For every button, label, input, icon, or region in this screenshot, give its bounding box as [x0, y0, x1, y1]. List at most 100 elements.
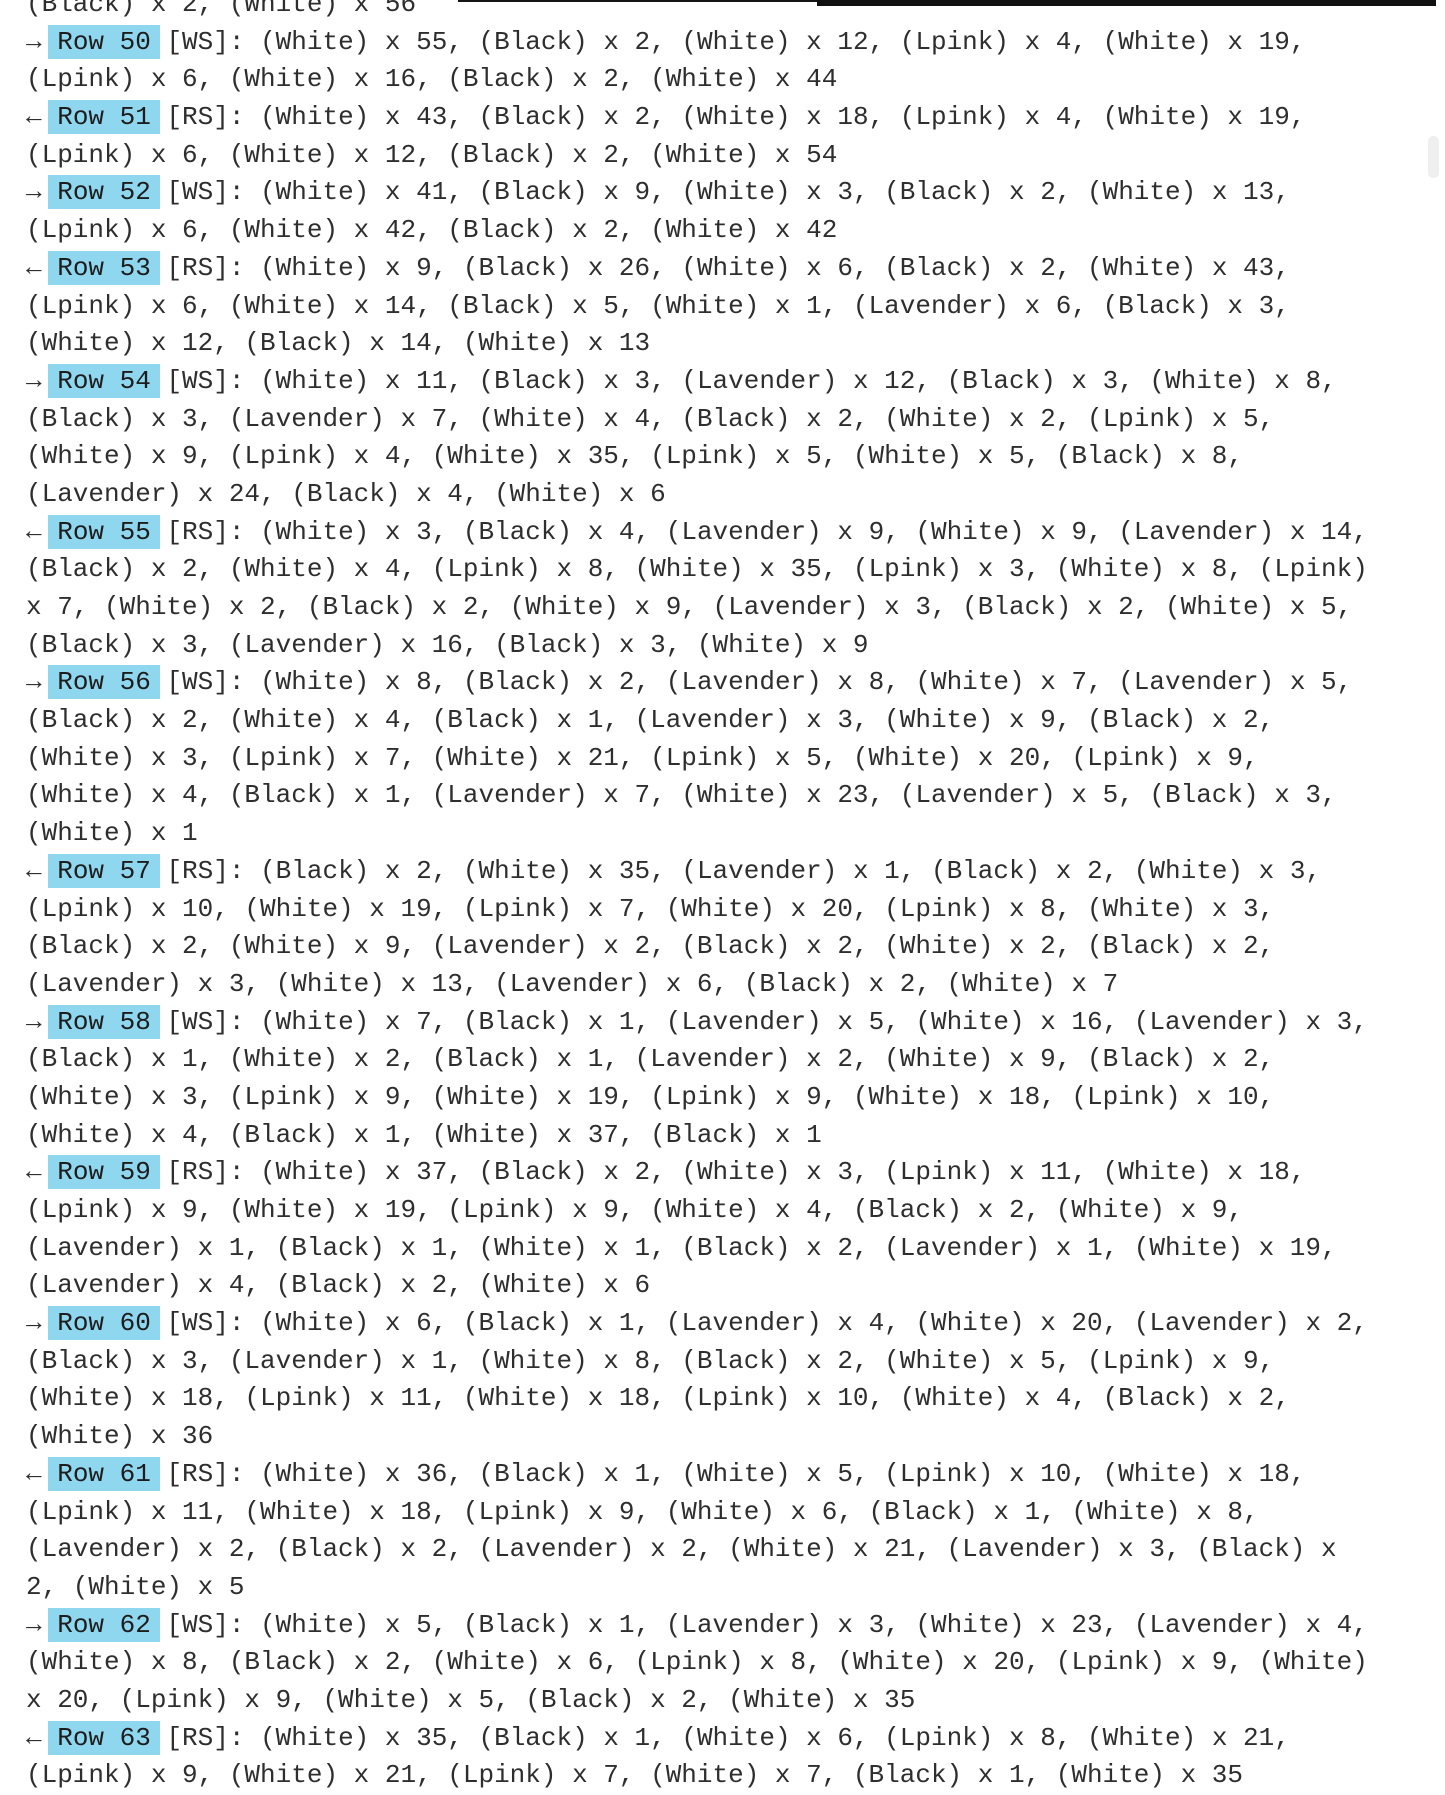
pattern-line: → Row 60 [WS]: (White) x 6, (Black) x 1,…	[26, 1305, 1426, 1343]
pattern-line: → Row 56 [WS]: (White) x 8, (Black) x 2,…	[26, 664, 1426, 702]
row-instruction-text: (Lpink) x 6, (White) x 12, (Black) x 2, …	[26, 139, 838, 170]
row-number-highlight: Row 63	[48, 1720, 160, 1755]
pattern-line: (Black) x 2, (White) x 4, (Lpink) x 8, (…	[26, 551, 1426, 589]
pattern-line: (Lpink) x 6, (White) x 14, (Black) x 5, …	[26, 288, 1426, 326]
row-number-highlight: Row 61	[48, 1456, 160, 1491]
pattern-line: (White) x 36	[26, 1418, 1426, 1456]
row-number-highlight: Row 54	[48, 363, 160, 398]
pattern-line: (Black) x 1, (White) x 2, (Black) x 1, (…	[26, 1041, 1426, 1079]
row-instruction-text: [WS]: (White) x 8, (Black) x 2, (Lavende…	[166, 667, 1353, 698]
pattern-line: (Lpink) x 6, (White) x 12, (Black) x 2, …	[26, 137, 1426, 175]
row-instruction-text: [RS]: (White) x 3, (Black) x 4, (Lavende…	[166, 516, 1368, 547]
row-number-highlight: Row 56	[48, 665, 160, 700]
row-instruction-text: 2, (White) x 5	[26, 1571, 245, 1602]
pattern-line: (Lavender) x 4, (Black) x 2, (White) x 6	[26, 1267, 1426, 1305]
row-number-highlight: Row 58	[48, 1004, 160, 1039]
row-number-highlight: Row 62	[48, 1607, 160, 1642]
pattern-line: x 20, (Lpink) x 9, (White) x 5, (Black) …	[26, 1682, 1426, 1720]
pattern-line: → Row 58 [WS]: (White) x 7, (Black) x 1,…	[26, 1004, 1426, 1042]
row-instruction-text: (Lpink) x 9, (White) x 21, (Lpink) x 7, …	[26, 1760, 1243, 1791]
row-instruction-text: (Black) x 1, (White) x 2, (Black) x 1, (…	[26, 1044, 1275, 1075]
row-instruction-text: (White) x 4, (Black) x 1, (Lavender) x 7…	[26, 780, 1337, 811]
pattern-line: (Black) x 3, (Lavender) x 7, (White) x 4…	[26, 401, 1426, 439]
pattern-line: (White) x 4, (Black) x 1, (White) x 37, …	[26, 1117, 1426, 1155]
pattern-line: (Lpink) x 11, (White) x 18, (Lpink) x 9,…	[26, 1494, 1426, 1532]
row-instruction-text: (Black) x 2, (White) x 56	[26, 0, 417, 19]
pattern-line: ← Row 63 [RS]: (White) x 35, (Black) x 1…	[26, 1720, 1426, 1758]
pattern-line: ← Row 57 [RS]: (Black) x 2, (White) x 35…	[26, 853, 1426, 891]
row-instruction-text: (Black) x 3, (Lavender) x 1, (White) x 8…	[26, 1345, 1275, 1376]
row-instruction-text: [WS]: (White) x 5, (Black) x 1, (Lavende…	[166, 1609, 1368, 1640]
row-instruction-text: (White) x 18, (Lpink) x 11, (White) x 18…	[26, 1383, 1290, 1414]
row-instruction-text: (White) x 12, (Black) x 14, (White) x 13	[26, 328, 651, 359]
scrollbar-thumb[interactable]	[1428, 136, 1439, 178]
pattern-line: (Lpink) x 9, (White) x 19, (Lpink) x 9, …	[26, 1192, 1426, 1230]
pattern-line: → Row 52 [WS]: (White) x 41, (Black) x 9…	[26, 174, 1426, 212]
row-instruction-text: x 7, (White) x 2, (Black) x 2, (White) x…	[26, 592, 1353, 622]
row-instruction-text: [WS]: (White) x 41, (Black) x 9, (White)…	[166, 177, 1290, 208]
row-number-highlight: Row 51	[48, 100, 160, 135]
pattern-line: (Black) x 2, (White) x 4, (Black) x 1, (…	[26, 702, 1426, 740]
row-instruction-text: [WS]: (White) x 11, (Black) x 3, (Lavend…	[166, 365, 1337, 396]
top-border-remnant-thick	[817, 0, 1436, 6]
row-instruction-text: [RS]: (Black) x 2, (White) x 35, (Lavend…	[166, 855, 1322, 886]
pattern-line: (Lavender) x 2, (Black) x 2, (Lavender) …	[26, 1531, 1426, 1569]
pattern-line: (White) x 3, (Lpink) x 7, (White) x 21, …	[26, 740, 1426, 778]
row-instruction-text: (Lavender) x 4, (Black) x 2, (White) x 6	[26, 1270, 651, 1301]
row-instruction-text: [RS]: (White) x 37, (Black) x 2, (White)…	[166, 1157, 1306, 1188]
pattern-line: (Black) x 2, (White) x 9, (Lavender) x 2…	[26, 928, 1426, 966]
row-instruction-text: (Lpink) x 6, (White) x 16, (Black) x 2, …	[26, 64, 838, 95]
row-instruction-text: (White) x 36	[26, 1421, 214, 1452]
row-instruction-text: x 20, (Lpink) x 9, (White) x 5, (Black) …	[26, 1684, 916, 1715]
direction-arrow-icon: →	[26, 667, 42, 698]
direction-arrow-icon: →	[26, 365, 42, 396]
direction-arrow-icon: ←	[26, 102, 42, 133]
direction-arrow-icon: ←	[26, 1157, 42, 1188]
pattern-line: (Lavender) x 3, (White) x 13, (Lavender)…	[26, 966, 1426, 1004]
row-instruction-text: [WS]: (White) x 7, (Black) x 1, (Lavende…	[166, 1006, 1368, 1037]
row-instruction-text: (Black) x 3, (Lavender) x 16, (Black) x …	[26, 629, 869, 660]
row-instruction-text: (Lavender) x 24, (Black) x 4, (White) x …	[26, 478, 666, 509]
pattern-line: (Black) x 3, (Lavender) x 16, (Black) x …	[26, 627, 1426, 665]
row-instruction-text: [RS]: (White) x 43, (Black) x 2, (White)…	[166, 102, 1306, 133]
row-number-highlight: Row 52	[48, 175, 160, 210]
row-instruction-text: (Lavender) x 1, (Black) x 1, (White) x 1…	[26, 1232, 1337, 1263]
pattern-line: (White) x 4, (Black) x 1, (Lavender) x 7…	[26, 777, 1426, 815]
row-instruction-text: [RS]: (White) x 9, (Black) x 26, (White)…	[166, 252, 1290, 283]
pattern-line: (Lavender) x 1, (Black) x 1, (White) x 1…	[26, 1230, 1426, 1268]
pattern-text-flow: (Black) x 2, (White) x 56 → Row 50 [WS]: …	[26, 0, 1426, 1795]
direction-arrow-icon: →	[26, 1308, 42, 1339]
pattern-line: (White) x 1	[26, 815, 1426, 853]
pattern-line: (Lpink) x 10, (White) x 19, (Lpink) x 7,…	[26, 891, 1426, 929]
row-instruction-text: (Black) x 2, (White) x 9, (Lavender) x 2…	[26, 931, 1275, 962]
pattern-line: (Black) x 3, (Lavender) x 1, (White) x 8…	[26, 1343, 1426, 1381]
pattern-line: (Lpink) x 9, (White) x 21, (Lpink) x 7, …	[26, 1757, 1426, 1795]
direction-arrow-icon: ←	[26, 1458, 42, 1489]
row-instruction-text: (Black) x 2, (White) x 4, (Black) x 1, (…	[26, 705, 1275, 736]
pattern-line: (Black) x 2, (White) x 56	[26, 0, 1426, 24]
row-instruction-text: (White) x 3, (Lpink) x 9, (White) x 19, …	[26, 1081, 1275, 1112]
direction-arrow-icon: ←	[26, 1722, 42, 1753]
pattern-line: → Row 54 [WS]: (White) x 11, (Black) x 3…	[26, 363, 1426, 401]
row-instruction-text: [WS]: (White) x 6, (Black) x 1, (Lavende…	[166, 1308, 1368, 1339]
direction-arrow-icon: →	[26, 1609, 42, 1640]
pattern-line: (White) x 9, (Lpink) x 4, (White) x 35, …	[26, 438, 1426, 476]
pattern-line: ← Row 53 [RS]: (White) x 9, (Black) x 26…	[26, 250, 1426, 288]
pattern-line: ← Row 55 [RS]: (White) x 3, (Black) x 4,…	[26, 514, 1426, 552]
row-instruction-text: (Lavender) x 3, (White) x 13, (Lavender)…	[26, 968, 1119, 999]
row-instruction-text: (Lpink) x 6, (White) x 14, (Black) x 5, …	[26, 290, 1290, 321]
pattern-line: ← Row 51 [RS]: (White) x 43, (Black) x 2…	[26, 99, 1426, 137]
pattern-line: (Lpink) x 6, (White) x 16, (Black) x 2, …	[26, 61, 1426, 99]
row-number-highlight: Row 55	[48, 514, 160, 549]
direction-arrow-icon: ←	[26, 516, 42, 547]
row-instruction-text: (White) x 9, (Lpink) x 4, (White) x 35, …	[26, 441, 1243, 472]
row-number-highlight: Row 50	[48, 24, 160, 59]
pattern-line: (White) x 3, (Lpink) x 9, (White) x 19, …	[26, 1079, 1426, 1117]
row-instruction-text: (White) x 4, (Black) x 1, (White) x 37, …	[26, 1119, 822, 1150]
row-instruction-text: [WS]: (White) x 55, (Black) x 2, (White)…	[166, 26, 1306, 57]
direction-arrow-icon: →	[26, 26, 42, 57]
pattern-line: (White) x 8, (Black) x 2, (White) x 6, (…	[26, 1644, 1426, 1682]
row-number-highlight: Row 57	[48, 853, 160, 888]
row-instruction-text: (Lpink) x 6, (White) x 42, (Black) x 2, …	[26, 215, 838, 246]
pattern-line: (Lpink) x 6, (White) x 42, (Black) x 2, …	[26, 212, 1426, 250]
